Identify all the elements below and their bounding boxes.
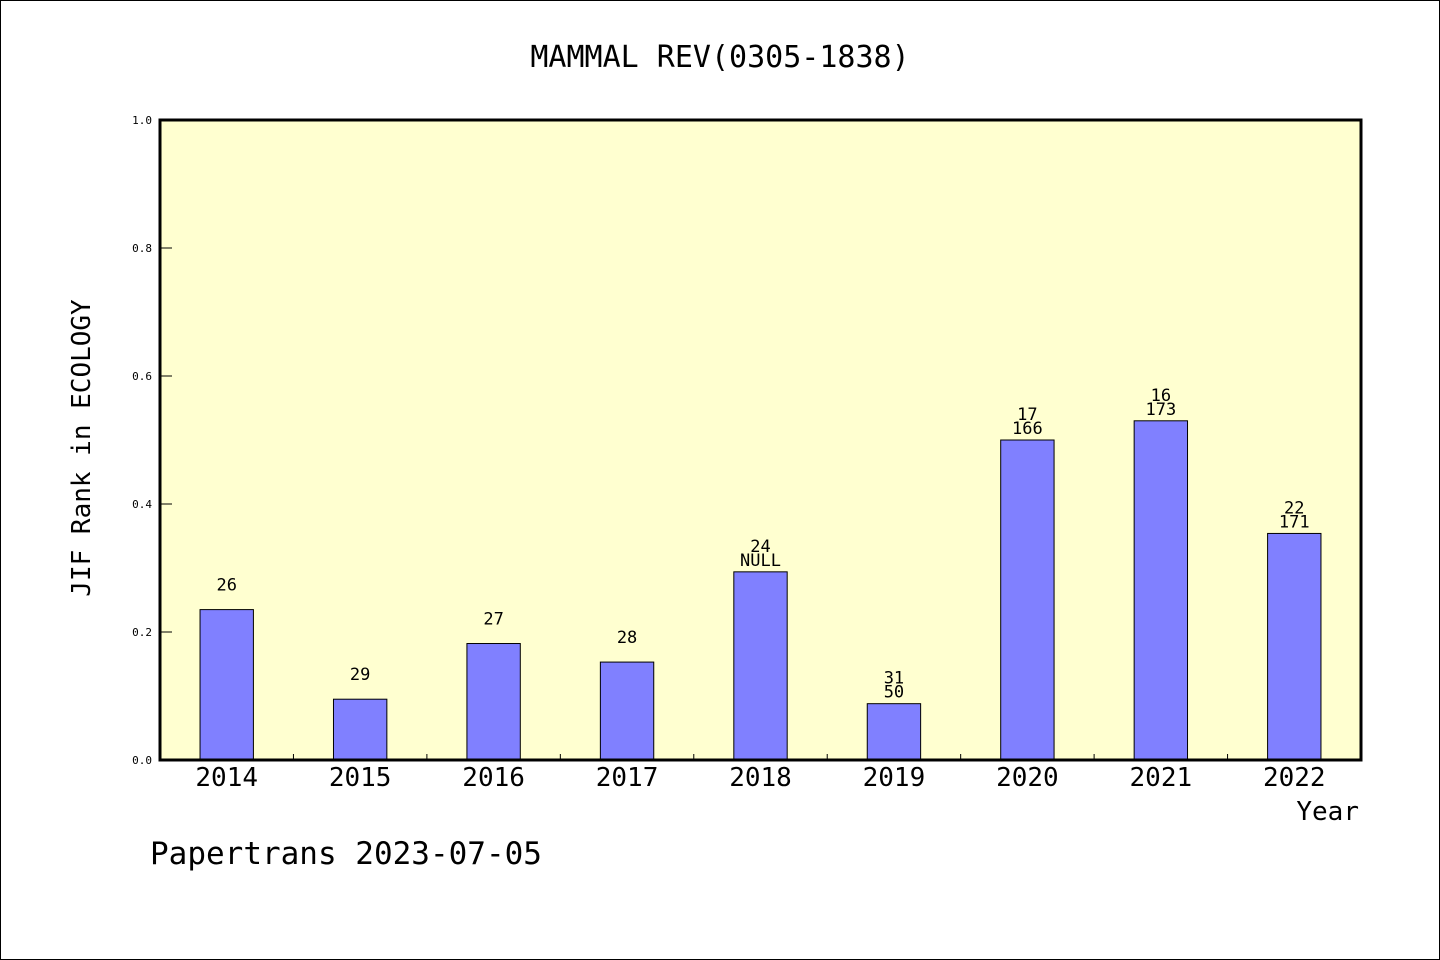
x-axis-label: Year: [1296, 797, 1359, 827]
bar-label-top: 16: [1151, 386, 1171, 406]
x-tick-label: 2018: [729, 763, 792, 793]
bar-2021: [1133, 420, 1189, 761]
bar-2014: [199, 609, 254, 761]
x-axis: 2014 2015 2016 2017 2018 2019 2020 2021 2022: [195, 754, 1326, 793]
bar-label-top: 29: [350, 665, 370, 685]
y-tick-label: 0.6: [132, 370, 152, 383]
chart-title: MAMMAL REV(0305-1838): [530, 40, 909, 75]
bar-label-top: 17: [1017, 405, 1037, 425]
bar-2019: [866, 703, 922, 761]
x-tick-label: 2017: [596, 763, 659, 793]
bar-label-bottom: 50: [884, 683, 904, 703]
y-tick-label: 0.8: [132, 242, 152, 255]
y-tick-label: 1.0: [132, 114, 152, 127]
x-tick-label: 2020: [996, 763, 1059, 793]
bar-2016: [466, 643, 521, 761]
x-tick-label: 2016: [462, 763, 525, 793]
bar-label-top: 27: [483, 610, 503, 630]
x-tick-label: 2021: [1130, 763, 1193, 793]
y-tick-label: 0.0: [132, 754, 152, 767]
bar-2018: [733, 571, 788, 761]
bar-2017: [599, 661, 655, 761]
bar-label-bottom: NULL: [740, 551, 781, 571]
bar-2015: [332, 698, 388, 761]
x-tick-label: 2014: [195, 763, 258, 793]
y-tick-label: 0.2: [132, 626, 152, 639]
bar-2020: [1000, 439, 1055, 761]
bar-label-bottom: 166: [1012, 419, 1043, 439]
bar-label-bottom: 171: [1279, 512, 1310, 532]
y-tick-label: 0.4: [132, 498, 152, 511]
plot-frame: [158, 118, 1363, 762]
footer-text: Papertrans 2023-07-05: [150, 836, 542, 872]
y-axis: 0.0 0.2 0.4 0.6 0.8 1.0: [132, 114, 172, 767]
bar-label-top: 31: [884, 669, 904, 689]
bar-label-bottom: 173: [1145, 400, 1176, 420]
x-tick-label: 2019: [863, 763, 926, 793]
x-tick-label: 2022: [1263, 763, 1326, 793]
bar-label-top: 22: [1284, 498, 1304, 518]
y-axis-label: JIF Rank in ECOLOGY: [67, 299, 97, 597]
bar-2022: [1267, 532, 1322, 761]
bar-label-top: 28: [617, 628, 637, 648]
x-tick-label: 2015: [329, 763, 392, 793]
bar-label-top: 26: [216, 576, 236, 596]
bar-label-top: 24: [750, 537, 770, 557]
